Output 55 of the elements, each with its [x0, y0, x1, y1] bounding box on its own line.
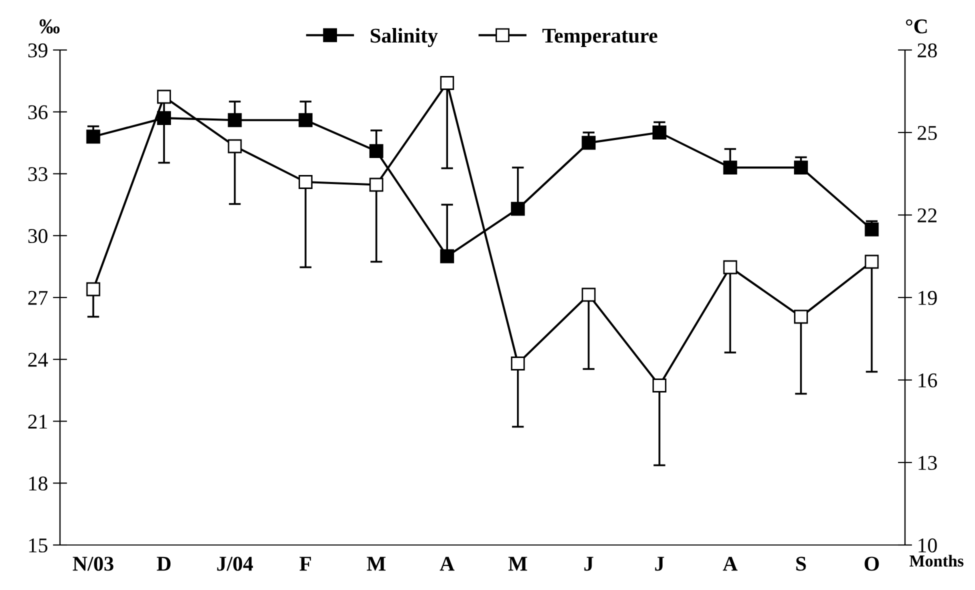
point: [86, 282, 100, 296]
point: [86, 130, 100, 144]
point: [582, 136, 596, 150]
x-tick-label: M: [366, 556, 386, 571]
y-tick-label: 36: [28, 105, 48, 120]
point: [582, 288, 596, 302]
x-tick-label: D: [156, 556, 171, 571]
point: [228, 113, 242, 128]
y-tick-label: 39: [28, 43, 48, 58]
point: [440, 249, 454, 264]
x-tick-label: N/03: [72, 556, 114, 571]
x-tick-label: F: [300, 556, 311, 571]
point: [723, 260, 738, 274]
point: [298, 175, 313, 189]
legend-label: Salinity: [370, 28, 438, 48]
y2-tick-label: 19: [918, 290, 937, 305]
point: [440, 76, 454, 90]
point: [510, 202, 525, 216]
y2-tick-label: 28: [918, 43, 937, 58]
x-tick-label: J/04: [217, 556, 253, 571]
point: [369, 144, 384, 158]
point: [794, 310, 808, 324]
point: [369, 178, 384, 192]
y-tick-label: 21: [28, 414, 47, 428]
y-tick-label: 18: [29, 476, 48, 491]
point: [723, 160, 738, 175]
y-tick-label: 24: [28, 352, 48, 367]
y2-axis-title: °C: [906, 19, 927, 34]
x-tick-label: S: [796, 556, 806, 571]
point: [864, 254, 879, 269]
y-tick-label: 33: [28, 167, 48, 182]
x-tick-label: A: [440, 556, 454, 571]
y2-tick-label: 16: [918, 373, 938, 388]
y2-tick-label: 25: [918, 126, 937, 140]
point: [652, 378, 666, 392]
x-tick-label: A: [722, 556, 738, 571]
point: [157, 90, 171, 104]
y-tick-label: 30: [28, 229, 48, 244]
y2-tick-label: 10: [918, 538, 937, 552]
point: [652, 126, 666, 140]
y-tick-label: 27: [28, 290, 48, 305]
y-tick-label: 15: [29, 538, 48, 552]
x-tick-label: M: [508, 556, 528, 571]
y-axis-title: ‰: [40, 19, 60, 34]
point: [298, 113, 313, 128]
point: [228, 139, 242, 154]
y2-tick-label: 22: [918, 208, 936, 222]
point: [510, 356, 525, 370]
x-axis-title: Months: [910, 554, 964, 567]
y2-tick-label: 13: [918, 456, 937, 470]
legend-label: Temperature: [542, 28, 658, 47]
x-tick-label: J: [655, 556, 664, 571]
x-tick-label: J: [584, 556, 594, 571]
point: [794, 160, 808, 175]
x-tick-label: O: [864, 556, 879, 571]
